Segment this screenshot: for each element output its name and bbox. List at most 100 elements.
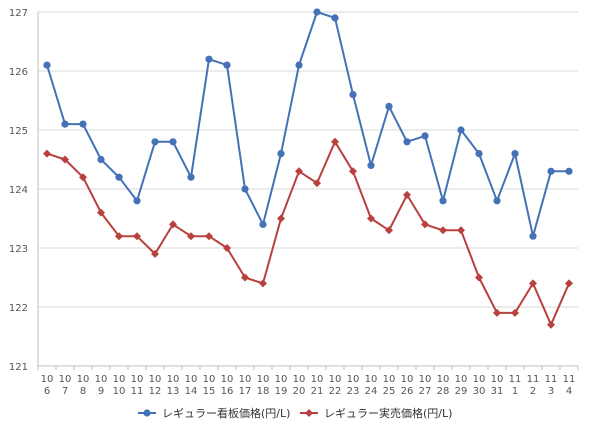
x-tick-label: 10 17 xyxy=(239,374,252,397)
x-tick-label: 10 23 xyxy=(347,374,360,397)
data-point xyxy=(187,232,195,241)
data-point xyxy=(151,138,159,146)
data-point xyxy=(511,150,519,158)
y-axis-ticks: 121 122 123 124 125 126 127 xyxy=(9,8,28,373)
x-tick-label: 11 1 xyxy=(509,374,522,397)
data-point xyxy=(457,126,465,134)
x-tick-label: 11 3 xyxy=(545,374,558,397)
data-point xyxy=(367,161,375,169)
data-point xyxy=(493,308,501,317)
data-point xyxy=(43,149,51,158)
x-tick-label: 10 13 xyxy=(167,374,180,397)
data-point xyxy=(61,155,69,164)
x-tick-label: 10 25 xyxy=(383,374,396,397)
x-tick-label: 10 20 xyxy=(293,374,306,397)
x-tick-label: 10 30 xyxy=(473,374,486,397)
data-point xyxy=(277,150,285,158)
series-2 xyxy=(43,137,573,329)
data-point xyxy=(61,120,69,128)
legend-item-1: レギュラー看板価格(円/L) xyxy=(138,406,290,420)
data-point xyxy=(421,220,429,229)
x-tick-label: 10 7 xyxy=(59,374,72,397)
y-tick-label: 127 xyxy=(9,8,28,19)
x-tick-label: 10 11 xyxy=(131,374,144,397)
y-tick-label: 122 xyxy=(9,303,28,314)
data-point xyxy=(475,150,483,158)
data-point xyxy=(529,279,537,288)
data-point xyxy=(547,320,555,329)
data-point xyxy=(385,102,393,110)
data-point xyxy=(385,226,393,235)
data-point xyxy=(259,279,267,288)
x-tick-label: 10 9 xyxy=(95,374,108,397)
y-tick-label: 125 xyxy=(9,126,28,137)
data-point xyxy=(313,179,321,188)
data-point xyxy=(547,167,555,175)
data-point xyxy=(115,173,123,181)
data-point xyxy=(79,173,87,182)
data-point xyxy=(565,167,573,175)
data-point xyxy=(565,279,573,288)
x-tick-label: 10 10 xyxy=(113,374,126,397)
x-tick-label: 10 6 xyxy=(41,374,54,397)
x-tick-label: 10 19 xyxy=(275,374,288,397)
x-tick-label: 10 22 xyxy=(329,374,342,397)
legend-label: レギュラー実売価格(円/L) xyxy=(324,406,452,420)
data-point xyxy=(115,232,123,241)
data-point xyxy=(457,226,465,235)
x-tick-label: 10 8 xyxy=(77,374,90,397)
data-point xyxy=(133,232,141,241)
data-point xyxy=(403,138,411,146)
data-point xyxy=(439,197,447,205)
data-point xyxy=(295,61,303,69)
data-point xyxy=(205,232,213,241)
data-point xyxy=(331,14,339,22)
data-point xyxy=(241,185,249,193)
legend-marker xyxy=(143,409,151,417)
data-point xyxy=(241,273,249,282)
data-point xyxy=(511,308,519,317)
data-point xyxy=(205,55,213,63)
y-tick-label: 124 xyxy=(9,185,28,196)
data-point xyxy=(187,173,195,181)
x-tick-label: 10 16 xyxy=(221,374,234,397)
x-tick-label: 11 2 xyxy=(527,374,540,397)
x-tick-label: 10 28 xyxy=(437,374,450,397)
series-1 xyxy=(43,8,573,240)
x-tick-label: 10 29 xyxy=(455,374,468,397)
y-tick-label: 126 xyxy=(9,67,28,78)
data-point xyxy=(97,155,105,164)
x-tick-label: 10 14 xyxy=(185,374,198,397)
data-point xyxy=(169,138,177,146)
data-point xyxy=(529,232,537,240)
data-point xyxy=(43,61,51,69)
legend-item-2: レギュラー実売価格(円/L) xyxy=(300,406,452,420)
data-point xyxy=(403,190,411,199)
y-tick-label: 123 xyxy=(9,244,28,255)
data-point xyxy=(133,197,141,205)
x-tick-label: 10 26 xyxy=(401,374,414,397)
data-point xyxy=(349,167,357,176)
data-point xyxy=(223,244,231,252)
x-tick-label: 10 24 xyxy=(365,374,378,397)
x-tick-label: 11 4 xyxy=(563,374,576,397)
data-point xyxy=(79,120,87,128)
series-line xyxy=(46,140,570,326)
data-point xyxy=(223,61,231,69)
data-point xyxy=(151,249,159,258)
data-point xyxy=(259,220,267,228)
data-point xyxy=(277,214,285,223)
data-point xyxy=(421,132,429,140)
x-tick-label: 10 31 xyxy=(491,374,504,397)
data-point xyxy=(367,214,375,223)
x-tick-label: 10 18 xyxy=(257,374,270,397)
data-point xyxy=(475,273,483,282)
x-tick-label: 10 27 xyxy=(419,374,432,397)
data-point xyxy=(331,137,339,146)
x-tick-label: 10 12 xyxy=(149,374,162,397)
series-layer xyxy=(43,8,573,329)
data-point xyxy=(313,8,321,16)
legend-label: レギュラー看板価格(円/L) xyxy=(162,406,290,420)
